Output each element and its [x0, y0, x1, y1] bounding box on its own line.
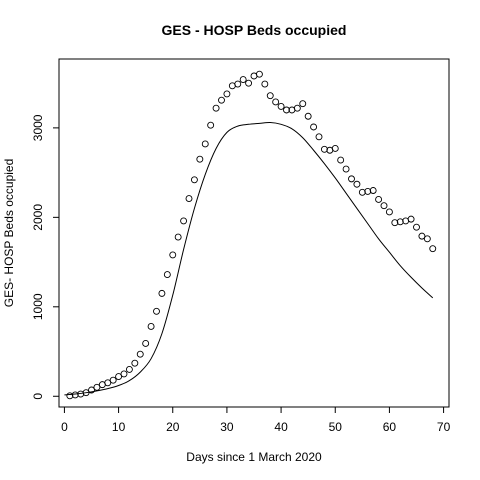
data-point	[353, 180, 361, 188]
data-point	[429, 245, 437, 253]
data-point	[147, 323, 155, 330]
data-point	[418, 232, 426, 240]
x-tick-label: 30	[220, 420, 234, 434]
data-point	[218, 96, 225, 104]
series-layer	[64, 70, 437, 400]
data-point	[180, 217, 188, 225]
data-point	[364, 187, 372, 195]
data-point	[266, 92, 274, 100]
data-point	[207, 121, 215, 129]
data-point	[299, 100, 307, 108]
data-point	[131, 359, 139, 367]
y-tick-label: 3000	[31, 114, 45, 141]
x-axis-label: Days since 1 March 2020	[186, 450, 322, 464]
data-point	[375, 196, 383, 203]
data-point	[304, 112, 312, 120]
data-point	[310, 123, 318, 131]
data-point	[93, 383, 101, 391]
data-point	[169, 251, 177, 259]
data-point	[380, 202, 388, 210]
data-point	[196, 155, 204, 163]
data-point	[158, 289, 166, 297]
data-point	[342, 165, 350, 173]
x-tick-label: 10	[112, 420, 126, 434]
x-tick-label: 0	[61, 420, 68, 434]
data-point	[239, 76, 247, 84]
data-point	[320, 145, 328, 153]
data-point	[261, 80, 269, 88]
data-point	[413, 223, 420, 231]
data-point	[234, 80, 242, 88]
data-point	[115, 373, 123, 381]
data-point	[109, 376, 117, 384]
data-point	[369, 187, 377, 194]
data-point	[331, 145, 339, 152]
data-point	[358, 188, 366, 196]
data-point	[190, 176, 198, 184]
data-point	[385, 208, 393, 216]
plot-frame	[58, 58, 450, 408]
series-line	[64, 122, 434, 396]
y-tick-label: 1000	[31, 293, 45, 320]
data-point	[142, 340, 150, 347]
y-tick-label: 2000	[31, 204, 45, 231]
y-tick-label: 0	[31, 393, 45, 400]
data-point	[277, 102, 285, 110]
y-axis-label: GES- HOSP Beds occupied	[2, 159, 16, 308]
data-point	[120, 370, 128, 378]
x-tick-label: 20	[166, 420, 180, 434]
data-point	[348, 175, 355, 183]
data-point	[212, 104, 220, 112]
data-point	[104, 379, 112, 387]
data-point	[407, 215, 415, 223]
data-point	[163, 271, 171, 279]
data-point	[255, 70, 263, 78]
data-point	[66, 392, 74, 400]
x-axis: 0 10 20 30 40 50 60 70	[61, 406, 451, 434]
data-point	[315, 133, 323, 141]
data-point	[337, 156, 345, 164]
data-point	[185, 195, 193, 203]
data-point	[293, 104, 301, 112]
data-point	[136, 350, 144, 358]
x-tick-label: 40	[274, 420, 288, 434]
x-tick-label: 60	[383, 420, 397, 434]
y-axis: 0 1000 2000 3000	[31, 114, 60, 400]
data-point	[153, 307, 160, 315]
data-point	[174, 233, 182, 241]
data-point	[423, 235, 431, 243]
data-point	[223, 90, 231, 98]
x-tick-label: 70	[437, 420, 451, 434]
data-point	[125, 365, 133, 373]
data-point	[391, 219, 399, 227]
data-point	[245, 79, 253, 87]
x-tick-label: 50	[329, 420, 343, 434]
data-point	[201, 140, 209, 148]
data-point	[396, 218, 404, 226]
data-point	[283, 106, 290, 114]
chart-title: GES - HOSP Beds occupied	[162, 22, 347, 38]
data-point	[88, 386, 95, 394]
data-point	[71, 391, 79, 399]
data-point	[272, 98, 280, 106]
